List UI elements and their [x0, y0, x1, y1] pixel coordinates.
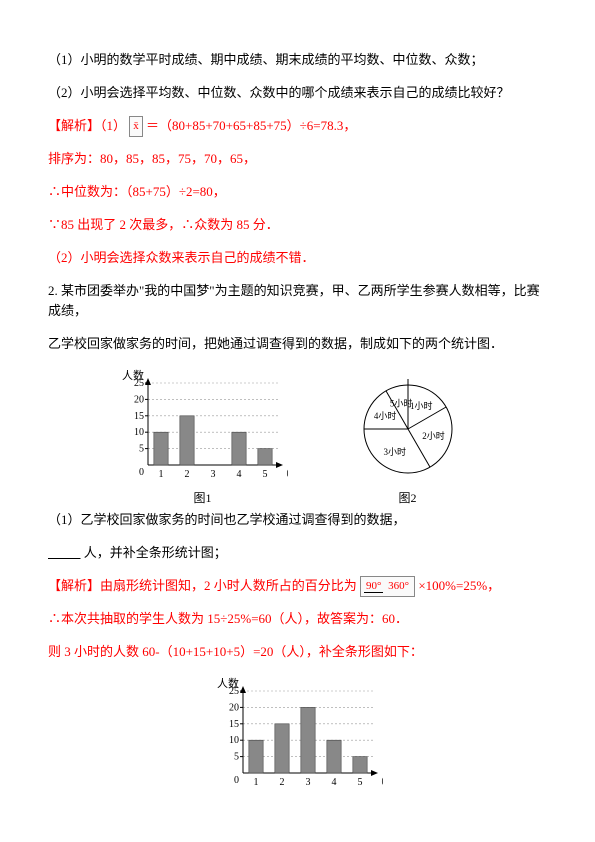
frac-den: 360°	[386, 580, 411, 592]
q1-sorted: 排序为：80，85，85，75，70，65，	[48, 149, 547, 170]
svg-text:10: 10	[229, 735, 239, 746]
svg-text:0: 0	[234, 775, 239, 786]
svg-text:（小时）: （小时）	[280, 468, 288, 480]
svg-text:5: 5	[357, 777, 362, 788]
q1-prompt-2: （2）小明会选择平均数、中位数、众数中的哪个成绩来表示自己的成绩比较好？	[48, 83, 547, 104]
svg-text:3小时: 3小时	[383, 446, 406, 457]
chart2-wrap: 人数510152025012345（小时）	[48, 675, 547, 795]
svg-text:1: 1	[158, 469, 163, 480]
xbar-symbol: x̄	[129, 116, 143, 138]
q1-answer-mean: 【解析】（1） x̄ ＝（80+85+70+65+85+75）÷6=78.3，	[48, 116, 547, 138]
fraction: 90° 360°	[364, 580, 411, 592]
svg-text:5小时: 5小时	[389, 397, 412, 408]
frac-num: 90°	[364, 580, 383, 593]
answer-label: 【解析】（1）	[48, 118, 126, 133]
svg-text:15: 15	[134, 411, 144, 422]
answer2-label: 【解析】由扇形统计图知，2 小时人数所占的百分比为	[48, 578, 357, 593]
svg-text:4: 4	[236, 469, 241, 480]
svg-text:2小时: 2小时	[422, 430, 445, 441]
svg-text:20: 20	[229, 702, 239, 713]
svg-text:15: 15	[229, 719, 239, 730]
svg-text:3: 3	[210, 469, 215, 480]
sub1-tail: 人，并补全条形统计图；	[84, 545, 227, 560]
frac-suffix: ×100%=25%，	[418, 578, 500, 593]
q2-sub1-2: 人，并补全条形统计图；	[48, 543, 547, 564]
mean-calc: ＝（80+85+70+65+85+75）÷6=78.3，	[146, 118, 356, 133]
svg-text:4: 4	[331, 777, 336, 788]
pie-chart-svg: 1小时 2小时 3小时 4小时 5小时	[338, 367, 478, 487]
svg-text:25: 25	[134, 378, 144, 389]
svg-text:（小时）: （小时）	[375, 776, 383, 788]
bar-chart-1: 人数510152025012345（小时） 图1	[118, 367, 288, 506]
svg-text:2: 2	[279, 777, 284, 788]
q2-answer-heading: 【解析】由扇形统计图知，2 小时人数所占的百分比为 90° 360° ×100%…	[48, 576, 547, 598]
bar-chart-1-svg: 人数510152025012345（小时）	[118, 367, 288, 487]
q1-prompt-1: （1）小明的数学平时成绩、期中成绩、期末成绩的平均数、中位数、众数；	[48, 50, 547, 71]
svg-text:5: 5	[234, 752, 239, 763]
svg-text:25: 25	[229, 686, 239, 697]
svg-text:5: 5	[262, 469, 267, 480]
svg-text:20: 20	[134, 394, 144, 405]
q2-ans-1: ∴本次共抽取的学生人数为 15÷25%=60（人），故答案为：60．	[48, 609, 547, 630]
pie-chart: 1小时 2小时 3小时 4小时 5小时 图2	[338, 367, 478, 506]
fraction-box: 90° 360°	[360, 576, 415, 598]
svg-text:1小时: 1小时	[409, 400, 432, 411]
svg-text:1: 1	[253, 777, 258, 788]
charts-row-1: 人数510152025012345（小时） 图1 1小时2小时3小时4小时5小时…	[48, 367, 547, 506]
q1-mode: ∵85 出现了 2 次最多，∴众数为 85 分．	[48, 215, 547, 236]
svg-text:3: 3	[305, 777, 310, 788]
q2-ans-2: 则 3 小时的人数 60-（10+15+10+5）=20（人），补全条形图如下：	[48, 642, 547, 663]
q2-intro-1: 2. 某市团委举办"我的中国梦"为主题的知识竞赛，甲、乙两所学生参赛人数相等，比…	[48, 281, 547, 323]
bar-chart-2-svg: 人数510152025012345（小时）	[213, 675, 383, 795]
svg-text:2: 2	[184, 469, 189, 480]
pie-caption: 图2	[398, 489, 416, 506]
svg-text:0: 0	[139, 467, 144, 478]
svg-text:4小时: 4小时	[373, 410, 396, 421]
svg-text:10: 10	[134, 427, 144, 438]
chart1-caption: 图1	[193, 489, 211, 506]
q2-sub1-1: （1）乙学校回家做家务的时间也乙学校通过调查得到的数据，	[48, 510, 547, 531]
svg-text:5: 5	[139, 444, 144, 455]
q2-intro-2: 乙学校回家做家务的时间，把她通过调查得到的数据，制成如下的两个统计图．	[48, 334, 547, 355]
q1-median: ∴中位数为：（85+75）÷2=80，	[48, 182, 547, 203]
q1-part2: （2）小明会选择众数来表示自己的成绩不错．	[48, 248, 547, 269]
